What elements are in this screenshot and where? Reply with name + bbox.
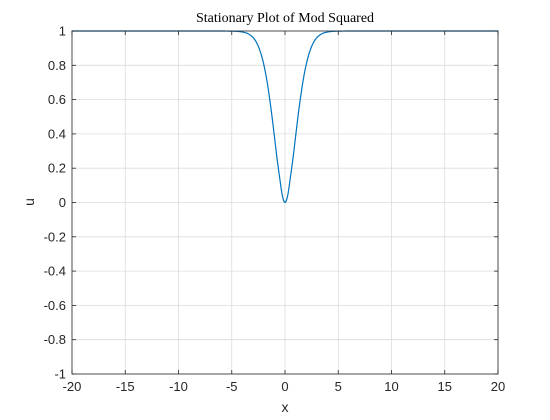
- y-tick-label: -0.6: [44, 298, 66, 313]
- chart-title: Stationary Plot of Mod Squared: [196, 11, 374, 26]
- x-tick-label: 20: [491, 379, 505, 394]
- x-axis-label: x: [282, 399, 289, 415]
- y-tick-label: -0.8: [44, 332, 66, 347]
- x-tick-label: 5: [335, 379, 342, 394]
- x-tick-label: -10: [169, 379, 188, 394]
- y-tick-label: -0.2: [44, 229, 66, 244]
- x-tick-label: -15: [116, 379, 135, 394]
- y-tick-label: 0: [59, 195, 66, 210]
- ticks: -20 -15 -10 -5 0 5 10 15 20 1 0.8 0.6 0.4 0.2 0 -0.2 -0.…: [44, 24, 506, 395]
- y-tick-label: 0.6: [48, 92, 66, 107]
- y-tick-label: 0.4: [48, 126, 66, 141]
- x-tick-label: 10: [384, 379, 398, 394]
- x-tick-label: 0: [281, 379, 288, 394]
- y-tick-label: 1: [59, 24, 66, 39]
- grid: [71, 30, 499, 375]
- y-axis-label: u: [21, 198, 37, 206]
- x-tick-label: 15: [438, 379, 452, 394]
- x-tick-label: -20: [63, 379, 82, 394]
- x-tick-label: -5: [226, 379, 238, 394]
- y-tick-label: 0.2: [48, 161, 66, 176]
- y-tick-label: 0.8: [48, 58, 66, 73]
- y-tick-label: -1: [54, 367, 66, 382]
- y-tick-label: -0.4: [44, 264, 66, 279]
